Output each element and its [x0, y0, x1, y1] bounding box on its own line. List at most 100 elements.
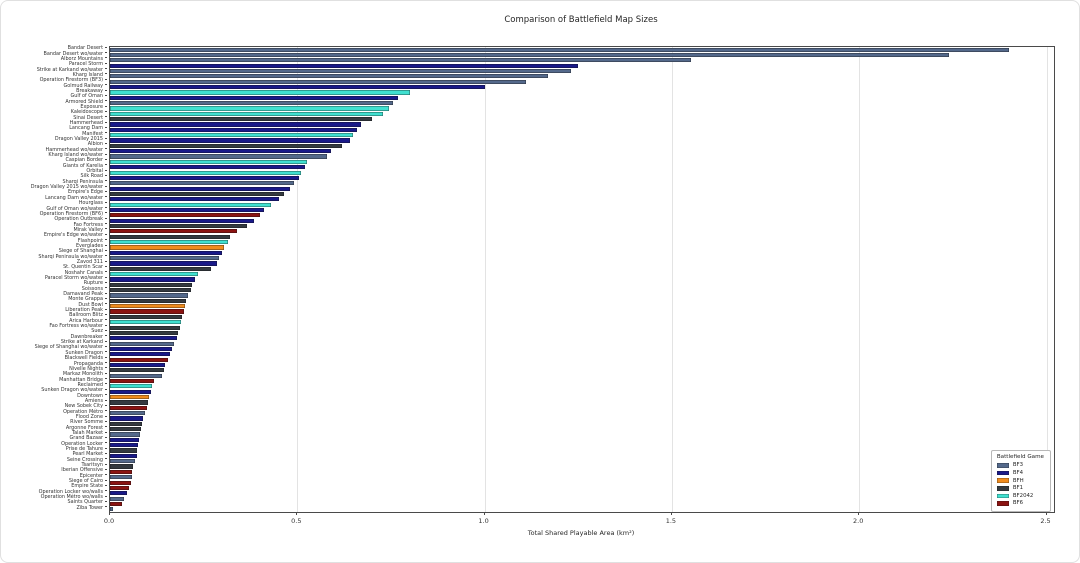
map-name-label: Sunken Dragon: [65, 349, 103, 356]
x-tick-mark: [670, 512, 672, 515]
map-name-label: Tsaritsyn: [81, 462, 103, 469]
y-tick-label: Sinai Desert: [1, 115, 107, 121]
bar: [110, 432, 141, 437]
bar: [110, 453, 137, 458]
bar: [110, 250, 223, 255]
map-name-label: Iberian Offensive: [61, 467, 103, 474]
bar: [110, 378, 155, 384]
legend-label: BF6: [1012, 500, 1024, 507]
gridline: [297, 47, 299, 512]
legend-swatch: [996, 478, 1009, 483]
y-tick-mark: [104, 485, 107, 486]
y-tick-label: Hammerhead: [1, 121, 107, 126]
y-tick-label: Strike at Karkand wo/water: [1, 67, 107, 73]
bar: [110, 389, 152, 394]
y-tick-label: Noshahr Canals: [1, 270, 107, 276]
y-axis-labels: Bandar Desert Bandar Desert wo/water Albor…: [1, 46, 107, 511]
y-tick-label: Monte Grappa: [1, 297, 107, 302]
y-tick-mark: [104, 340, 107, 342]
y-tick-mark: [104, 394, 107, 395]
bar: [110, 197, 279, 202]
y-tick-label: Orbital: [1, 169, 107, 174]
bar: [110, 272, 199, 277]
y-tick-mark: [104, 46, 107, 48]
bar: [110, 352, 170, 357]
y-tick-label: Operation Métro: [1, 409, 107, 415]
y-tick-label: Soissons: [1, 285, 107, 292]
legend-swatch: [996, 501, 1009, 506]
map-name-label: Breakaway: [76, 87, 103, 94]
y-tick-mark: [104, 319, 107, 321]
map-name-label: Strike at Karkand: [60, 339, 103, 346]
y-tick-label: Sharqi Peninsula: [1, 179, 107, 185]
bar: [110, 373, 163, 378]
y-tick-label: Ballroom Blitz: [1, 313, 107, 318]
map-name-label: Golmud Railway: [63, 82, 103, 89]
bar: [110, 437, 140, 442]
bar: [110, 298, 187, 303]
x-tick-label: 1.0: [478, 517, 489, 525]
x-tick-label: 1.5: [665, 517, 677, 525]
bar: [110, 234, 230, 239]
bar: [110, 304, 185, 309]
bar: [110, 448, 138, 453]
map-name-label: Empire State: [71, 483, 103, 490]
y-tick-mark: [104, 495, 107, 497]
bar: [110, 138, 350, 143]
bar: [110, 416, 144, 421]
map-name-label: Operation Firestorm (BF3): [39, 77, 103, 84]
bar: [110, 223, 247, 229]
bar: [110, 101, 393, 106]
map-name-label: Empire's Edge wo/water: [43, 232, 103, 239]
y-tick-mark: [104, 57, 107, 59]
x-tick-label: 2.0: [853, 517, 864, 525]
y-tick-mark: [104, 68, 107, 69]
map-name-label: Saints Quarter: [67, 499, 103, 506]
bar: [110, 181, 294, 186]
y-tick-mark: [104, 233, 107, 235]
y-tick-label: Operation Firestorm (BF3): [1, 78, 107, 83]
bar: [110, 79, 526, 84]
y-tick-label: New Sobek City: [1, 404, 107, 409]
x-tick-mark: [109, 512, 110, 515]
map-name-label: Operation Locker wo/walls: [38, 488, 103, 495]
bar: [110, 117, 373, 122]
y-tick-label: Zavod 311: [1, 259, 107, 265]
y-tick-label: Markaz Monolith: [1, 372, 107, 377]
y-tick-mark: [104, 255, 107, 256]
map-name-label: Ziba Tower: [76, 504, 103, 511]
map-name-label: Soissons: [81, 285, 103, 292]
y-tick-label: Rupture: [1, 281, 107, 286]
map-name-label: Gulf of Oman: [70, 93, 103, 100]
gridline: [671, 47, 673, 512]
x-tick-mark: [483, 512, 485, 515]
bar: [110, 320, 182, 325]
y-tick-label: Silk Road: [1, 174, 107, 179]
y-tick-label: Operation Firestorm (BF6): [1, 211, 107, 217]
bar: [110, 507, 113, 512]
y-tick-mark: [104, 420, 107, 422]
x-tick-label: 0.5: [291, 517, 302, 525]
map-name-label: Kharg Island: [72, 71, 103, 78]
y-tick-label: Hammerhead wo/water: [1, 147, 107, 153]
y-tick-label: Nivelle Nights: [1, 366, 107, 372]
y-tick-mark: [104, 89, 107, 91]
y-tick-label: Paracel Storm: [1, 62, 107, 67]
y-tick-label: Manhattan Bridge: [1, 377, 107, 383]
map-name-label: Siege of Shanghai: [58, 248, 103, 255]
map-name-label: Bandar Desert wo/water: [43, 50, 103, 57]
y-tick-label: Sunken Dragon wo/water: [1, 388, 107, 393]
map-name-label: Flashpoint: [77, 237, 103, 244]
bar: [110, 175, 300, 181]
y-tick-mark: [104, 84, 107, 85]
y-tick-label: Saints Quarter: [1, 500, 107, 505]
y-tick-label: Empire State: [1, 484, 107, 489]
y-tick-label: Siege of Cairo: [1, 479, 107, 484]
y-tick-label: Mirak Valley: [1, 227, 107, 233]
bar: [110, 293, 188, 298]
y-tick-label: Hourglass: [1, 201, 107, 206]
bar: [110, 68, 571, 74]
y-tick-label: Liberation Peak: [1, 308, 107, 313]
gridline: [859, 47, 861, 512]
